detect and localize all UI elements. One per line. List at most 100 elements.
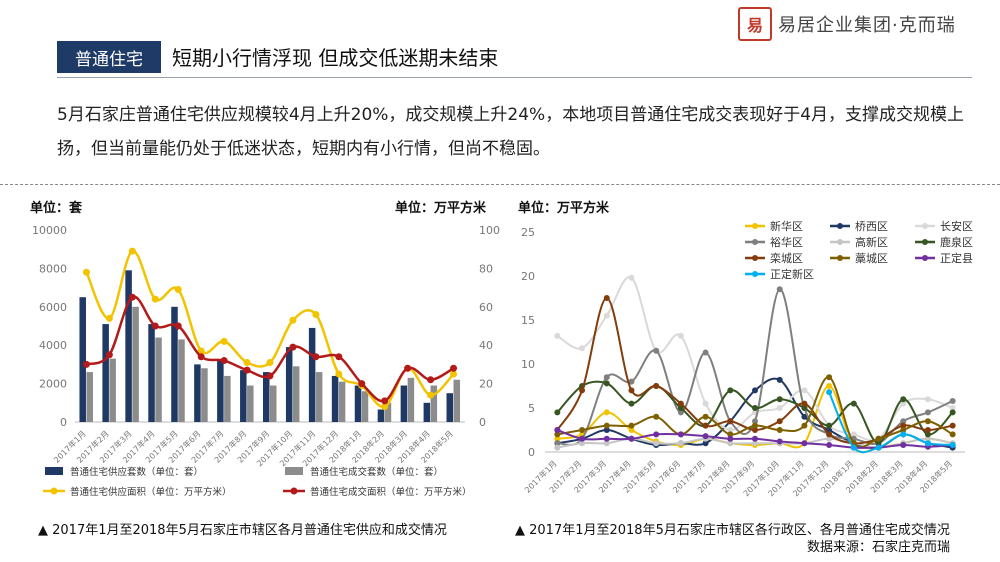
area-series-point [404,364,412,372]
district-series-point [850,400,857,407]
district-legend-label: 鹿泉区 [940,235,973,249]
district-series-point [900,441,907,448]
supply-deal-bar [285,347,293,422]
left-chart-unit-right: 单位：万平方米 [395,201,487,216]
supply-deal-bar [361,391,369,422]
title-rule [57,77,972,78]
district-series-point [776,376,783,383]
district-series-point [554,332,561,339]
district-series-point [826,435,833,442]
district-legend-label: 正定新区 [770,267,814,281]
area-series-point [128,293,136,301]
district-series-point [752,427,758,433]
legend-swatch [50,487,58,495]
district-series-point [875,435,882,442]
district-series-point [653,347,660,354]
area-series-point [82,360,90,368]
district-legend-label: 藁城区 [855,252,888,265]
district-series-point [826,431,833,438]
district-series-point [900,431,907,438]
district-series-point [924,427,931,433]
legend-swatch [285,467,303,475]
district-series-point [628,427,635,433]
supply-deal-bar [132,306,139,422]
supply-deal-bar [292,366,300,422]
district-series-point [924,396,931,403]
supply-deal-bar [224,375,231,422]
district-series-point [628,378,635,385]
right-axis-tick: 100 [479,224,500,237]
district-series-point [702,440,709,447]
district-series-point [677,405,684,411]
area-series-point [289,316,297,324]
area-series-point [381,397,389,405]
district-series-point [677,431,684,438]
legend-label: 普通住宅成交套数（单位：套） [310,466,443,478]
district-series-point [900,418,907,425]
district-series-point [603,435,610,442]
district-series-point [603,312,610,319]
brand-logo: 易 易居企业集团·克而瑞 [738,7,998,41]
district-series-point [826,374,833,381]
district-legend-label: 桥西区 [855,220,888,233]
district-series-point [949,405,956,411]
area-series-point [220,337,228,345]
district-series-point [776,286,783,293]
right-axis-tick: 40 [479,339,493,352]
district-series-point [900,422,907,429]
supply-deal-bar [217,360,224,422]
district-series-point [924,409,931,416]
district-series-point [801,387,808,394]
area-series-point [450,364,458,372]
area-series-point [243,366,251,374]
right-chart-caption: ▲ 2017年1月至2018年5月石家庄市辖区各行政区、各月普通住宅成交情况 [515,523,950,538]
area-series-point [243,358,251,366]
district-series-point [727,387,734,394]
section-badge: 普通住宅 [57,41,161,73]
area-series-point [312,310,320,318]
legend-label: 普通住宅成交面积（单位：万平方米） [310,486,472,498]
area-series-point [105,351,113,359]
district-series-point [826,422,833,429]
district-series-point [924,418,931,425]
district-series-point [900,400,907,407]
district-series-point [949,422,956,429]
summary-text: 5月石家庄普通住宅供应规模较4月上升20%，成交规模上升24%，本地项目普通住宅… [57,105,965,159]
district-series-point [579,435,586,442]
area-series-point [197,347,205,355]
area-series-point [266,358,274,366]
district-series-point [653,383,660,389]
district-axis-tick: 15 [521,314,535,327]
district-series-point [554,435,561,442]
district-series-point [727,418,734,425]
legend-label: 普通住宅供应面积（单位：万平方米） [70,486,232,498]
supply-deal-bar [270,385,277,422]
district-series-point [677,440,684,447]
district-series-point [949,409,956,416]
district-series-point [702,422,709,429]
district-series-point [579,387,586,394]
district-series-point [677,400,684,407]
district-series-point [677,409,684,416]
area-series-point [427,391,435,399]
district-legend-swatch [922,255,928,261]
area-series-point [174,286,182,294]
district-axis-tick: 25 [521,226,535,239]
district-series-point [603,409,610,416]
area-series-point [289,343,297,351]
district-series-point [875,440,882,447]
district-legend-label: 高新区 [855,235,888,249]
supply-deal-bar [331,375,339,422]
district-axis-tick: 5 [528,402,535,415]
district-series-point [579,345,586,352]
area-series-point [105,314,113,322]
district-series-point [776,405,783,411]
district-series-point [603,440,610,447]
district-series-point [826,383,833,389]
left-chart-caption: ▲ 2017年1月至2018年5月石家庄市辖区各月普通住宅供应和成交情况 [38,523,447,538]
supply-deal-bar [194,364,201,422]
district-axis-tick: 0 [528,446,535,459]
supply-deal-bar [178,339,185,422]
area-series-point [381,403,389,411]
supply-deal-bar [315,372,323,422]
